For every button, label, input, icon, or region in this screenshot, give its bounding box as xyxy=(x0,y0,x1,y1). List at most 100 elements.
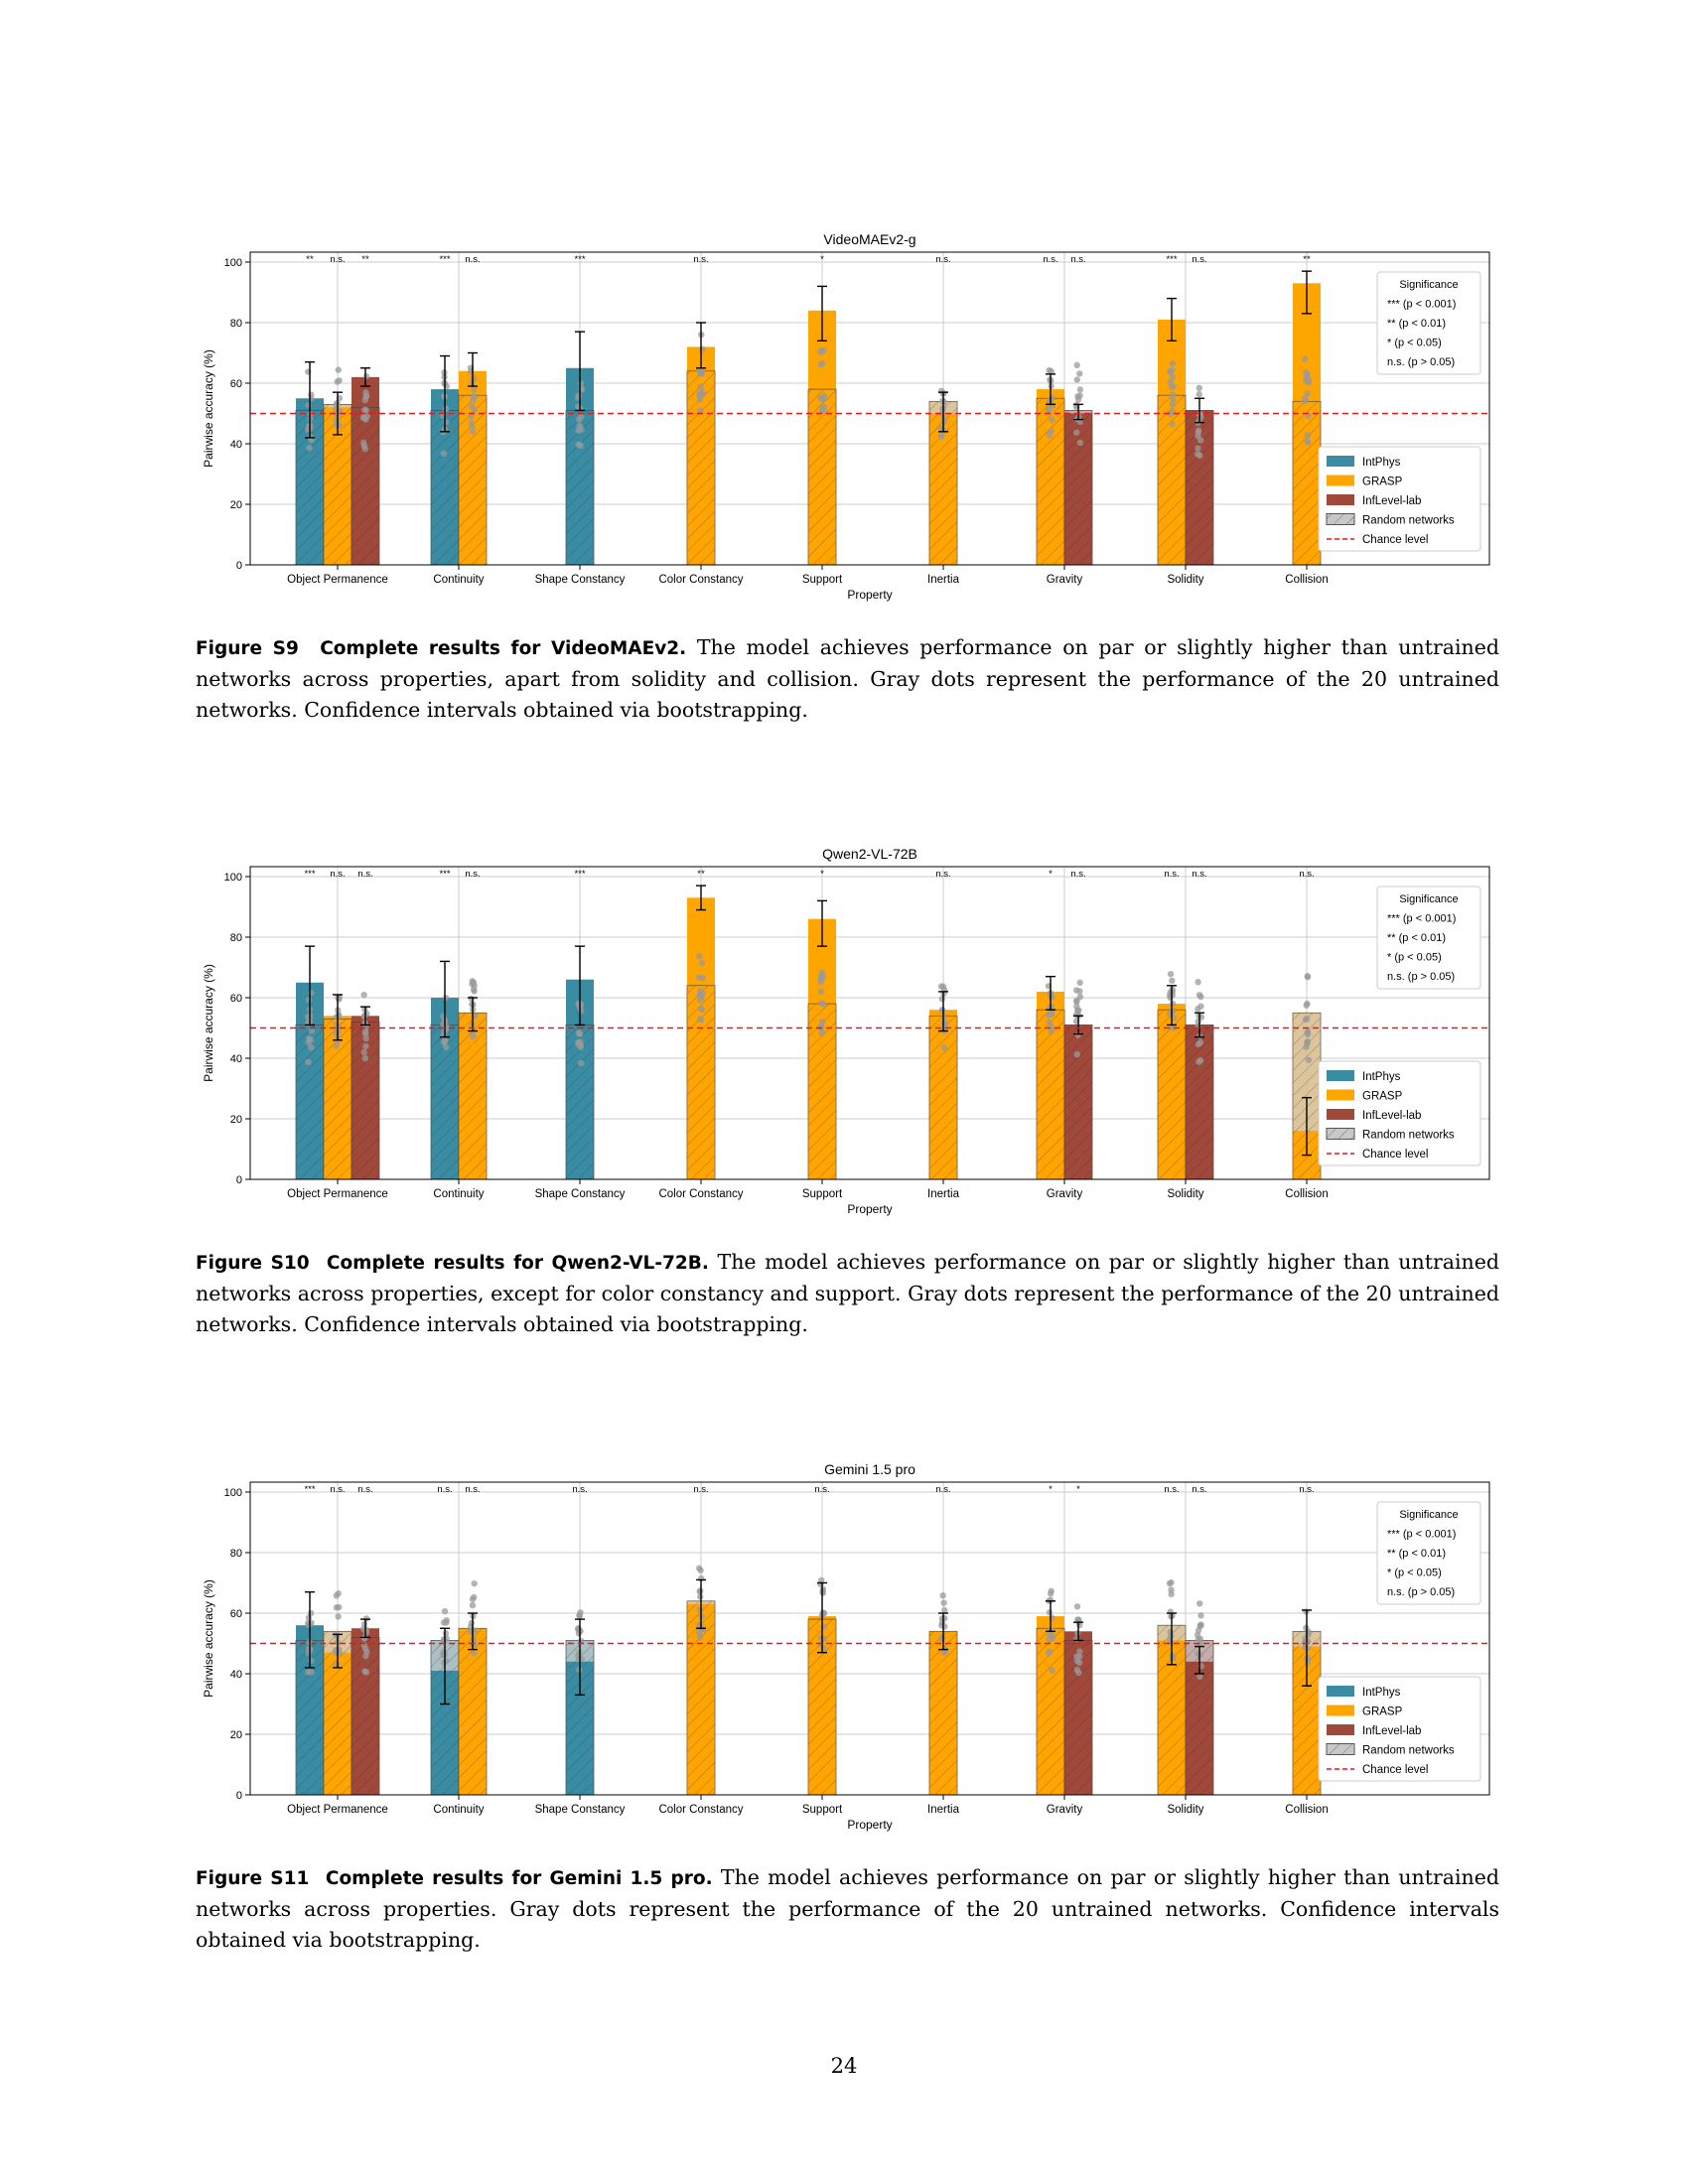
random-network-dot xyxy=(361,1668,368,1675)
figure-caption: Figure S10 Complete results for Qwen2-VL… xyxy=(196,1247,1499,1340)
legend-swatch xyxy=(1327,494,1354,505)
significance-label: n.s. xyxy=(1192,869,1206,880)
random-hatch xyxy=(1036,1009,1065,1180)
random-tint xyxy=(929,1631,957,1795)
significance-label: n.s. xyxy=(465,254,480,265)
random-network-dot xyxy=(818,1029,825,1037)
y-tick-label: 40 xyxy=(230,1053,242,1065)
random-network-dot xyxy=(305,1621,313,1629)
random-network-dot xyxy=(471,386,478,394)
random-network-dot xyxy=(1304,1027,1312,1035)
legend-label: IntPhys xyxy=(1362,1071,1401,1083)
random-network-dot xyxy=(697,1015,704,1023)
x-tick-label: Continuity xyxy=(433,1804,484,1816)
random-network-dot xyxy=(1196,1635,1204,1643)
random-network-dot xyxy=(818,969,825,976)
y-tick-label: 40 xyxy=(230,1669,242,1681)
random-network-dot xyxy=(1169,366,1176,374)
legend-swatch xyxy=(1327,1089,1354,1101)
x-tick-label: Gravity xyxy=(1047,1804,1083,1816)
x-axis-label: Property xyxy=(847,1202,892,1216)
caption-title: Complete results for Gemini 1.5 pro. xyxy=(325,1868,713,1889)
random-network-dot xyxy=(1073,1050,1081,1058)
random-hatch xyxy=(1036,1627,1065,1796)
random-network-dot xyxy=(577,1059,585,1067)
random-tint xyxy=(1293,401,1321,565)
x-tick-label: Inertia xyxy=(927,1188,960,1200)
page-number: 24 xyxy=(830,2054,858,2078)
x-tick-label: Solidity xyxy=(1167,1188,1203,1200)
significance-label: * xyxy=(820,869,824,880)
random-hatch xyxy=(1063,1024,1093,1180)
legend xyxy=(1318,1676,1481,1782)
random-network-dot xyxy=(940,1599,947,1606)
significance-label: * xyxy=(1076,1484,1080,1495)
random-network-dot xyxy=(940,399,947,406)
random-network-dot xyxy=(1046,432,1054,439)
plot-frame xyxy=(249,251,1490,566)
y-axis-label: Pairwise accuracy (%) xyxy=(202,349,215,468)
legend-label: InfLevel-lab xyxy=(1362,1725,1421,1737)
random-network-dot xyxy=(1304,1000,1311,1008)
random-network-dot xyxy=(1049,416,1055,424)
random-network-dot xyxy=(306,1035,313,1042)
significance-label: n.s. xyxy=(1043,254,1057,265)
random-network-dot xyxy=(335,1613,342,1620)
random-hatch xyxy=(295,1024,325,1180)
random-tint xyxy=(352,407,379,565)
significance-label: *** xyxy=(439,254,450,265)
significance-legend-entry: Significance xyxy=(1399,1509,1458,1521)
random-network-dot xyxy=(468,403,476,410)
figure-caption: Figure S11 Complete results for Gemini 1… xyxy=(196,1862,1499,1956)
significance-legend-entry: Significance xyxy=(1399,893,1458,905)
y-tick-label: 60 xyxy=(230,1608,242,1620)
random-network-dot xyxy=(697,1593,704,1600)
significance-label: n.s. xyxy=(1070,254,1085,265)
random-network-dot xyxy=(1196,1622,1203,1630)
random-network-dot xyxy=(1072,429,1080,436)
chart-videomae: VideoMAEv2-g 0 20 40 60 80 100 Pairwise accurac… xyxy=(202,231,1490,602)
random-network-dot xyxy=(577,442,584,450)
random-network-dot xyxy=(940,1044,948,1051)
random-network-dot xyxy=(1074,1630,1081,1637)
significance-label: n.s. xyxy=(330,869,345,880)
x-tick-label: Shape Constancy xyxy=(535,574,626,586)
significance-label: n.s. xyxy=(330,254,345,265)
random-network-dot xyxy=(1076,370,1083,377)
random-network-dot xyxy=(361,1029,369,1037)
random-network-dot xyxy=(305,1669,312,1676)
random-network-dot xyxy=(1169,360,1177,367)
caption-label: Figure S11 xyxy=(196,1868,310,1889)
random-network-dot xyxy=(441,1607,449,1615)
random-network-dot xyxy=(1195,427,1202,434)
random-network-dot xyxy=(939,1592,946,1599)
random-network-dot xyxy=(360,1048,367,1056)
random-network-dot xyxy=(817,347,825,354)
random-network-dot xyxy=(470,374,477,382)
random-network-dot xyxy=(1074,1007,1081,1015)
caption-text: The model achieves performance on par or… xyxy=(196,635,1499,722)
legend-swatch xyxy=(1327,1070,1354,1081)
x-tick-label: Object Permanence xyxy=(287,1804,388,1816)
random-network-dot xyxy=(1304,972,1312,980)
y-tick-label: 20 xyxy=(230,1114,242,1126)
random-hatch xyxy=(458,394,488,566)
random-network-dot xyxy=(941,1614,948,1622)
random-hatch xyxy=(1292,400,1322,566)
significance-legend-entry: *** (p < 0.001) xyxy=(1387,299,1456,311)
random-network-dot xyxy=(1197,1003,1204,1010)
random-network-dot xyxy=(440,1619,448,1626)
legend-label: Chance level xyxy=(1362,1149,1428,1160)
random-tint xyxy=(1037,398,1064,565)
random-network-dot xyxy=(819,395,826,402)
random-network-dot xyxy=(1196,1056,1204,1064)
random-network-dot xyxy=(817,988,825,995)
random-network-dot xyxy=(470,1033,477,1040)
random-network-dot xyxy=(1169,373,1177,381)
significance-legend-entry: ** (p < 0.01) xyxy=(1387,932,1446,944)
random-network-dot xyxy=(696,407,704,414)
random-network-dot xyxy=(820,405,827,412)
significance-label: *** xyxy=(304,1484,315,1495)
random-network-dot xyxy=(1076,386,1084,393)
random-network-dot xyxy=(698,1006,706,1014)
